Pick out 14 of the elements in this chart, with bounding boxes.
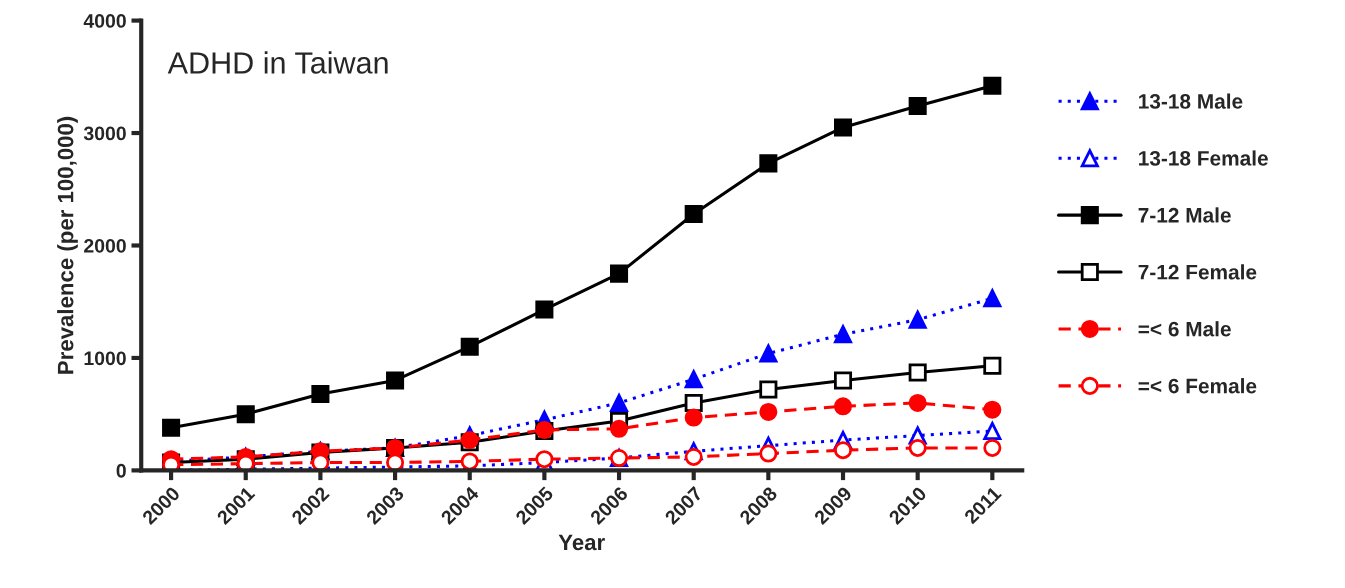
legend-label: 7-12 Female bbox=[1138, 264, 1257, 280]
y-tick-label: 1000 bbox=[84, 351, 126, 366]
y-tick-label: 4000 bbox=[83, 14, 126, 28]
y-tick-label: 0 bbox=[116, 463, 126, 478]
y-axis-title: Prevalence (per 100,000) bbox=[57, 116, 78, 374]
legend-label: 13-18 Female bbox=[1139, 150, 1268, 166]
y-tick-label: 3000 bbox=[83, 126, 126, 141]
legend-label: 13-18 Male bbox=[1139, 93, 1243, 109]
x-axis-title: Year bbox=[558, 534, 605, 551]
legend-label: =< 6 Female bbox=[1138, 378, 1257, 394]
legend-label: =< 6 Male bbox=[1138, 321, 1231, 337]
text: ADHD in Taiwan bbox=[167, 51, 388, 74]
y-tick-label: 2000 bbox=[84, 238, 126, 253]
legend-label: 7-12 Male bbox=[1138, 207, 1231, 223]
